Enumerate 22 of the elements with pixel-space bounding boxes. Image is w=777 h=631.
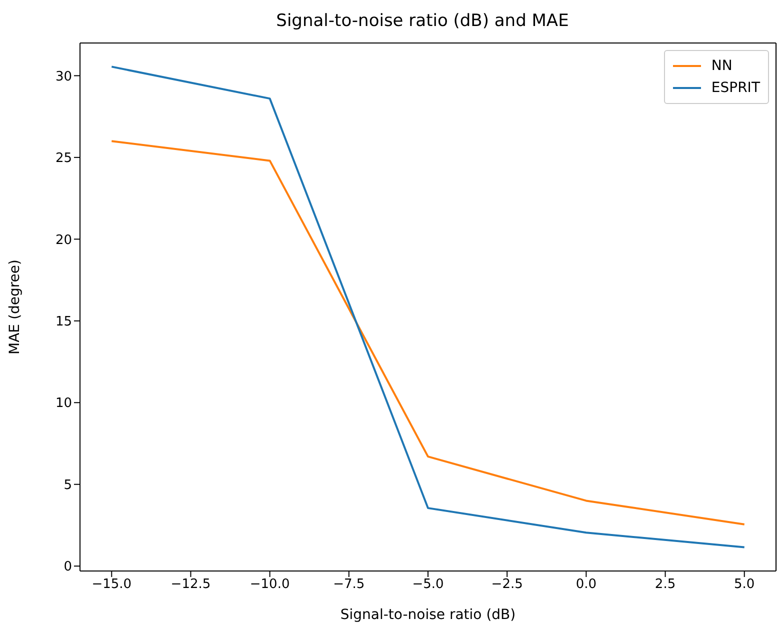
x-axis-title: Signal-to-noise ratio (dB) bbox=[340, 607, 516, 623]
x-tick-label: −10.0 bbox=[250, 577, 290, 592]
y-axis-title: MAE (degree) bbox=[6, 260, 23, 354]
y-tick-label: 0 bbox=[64, 560, 72, 575]
x-tick-label: 0.0 bbox=[576, 577, 597, 592]
legend-label: ESPRIT bbox=[711, 80, 760, 96]
x-tick-label: −7.5 bbox=[333, 577, 365, 592]
y-tick-label: 15 bbox=[55, 314, 72, 330]
y-tick-label: 25 bbox=[55, 151, 72, 166]
chart-title: Signal-to-noise ratio (dB) and MAE bbox=[275, 10, 570, 33]
y-tick-label: 20 bbox=[55, 232, 72, 248]
x-tick-label: −15.0 bbox=[92, 577, 132, 592]
x-tick-label: 5.0 bbox=[734, 577, 755, 592]
x-tick-label: −5.0 bbox=[412, 577, 444, 592]
x-tick-label: 2.5 bbox=[654, 577, 676, 592]
x-tick-label: −2.5 bbox=[491, 577, 523, 592]
y-tick-label: 5 bbox=[64, 478, 72, 493]
x-tick-label: −12.5 bbox=[170, 577, 211, 592]
y-tick-label: 30 bbox=[55, 69, 72, 84]
y-tick-label: 10 bbox=[55, 396, 72, 412]
line-series bbox=[110, 140, 746, 526]
legend-label: NN bbox=[711, 58, 732, 74]
